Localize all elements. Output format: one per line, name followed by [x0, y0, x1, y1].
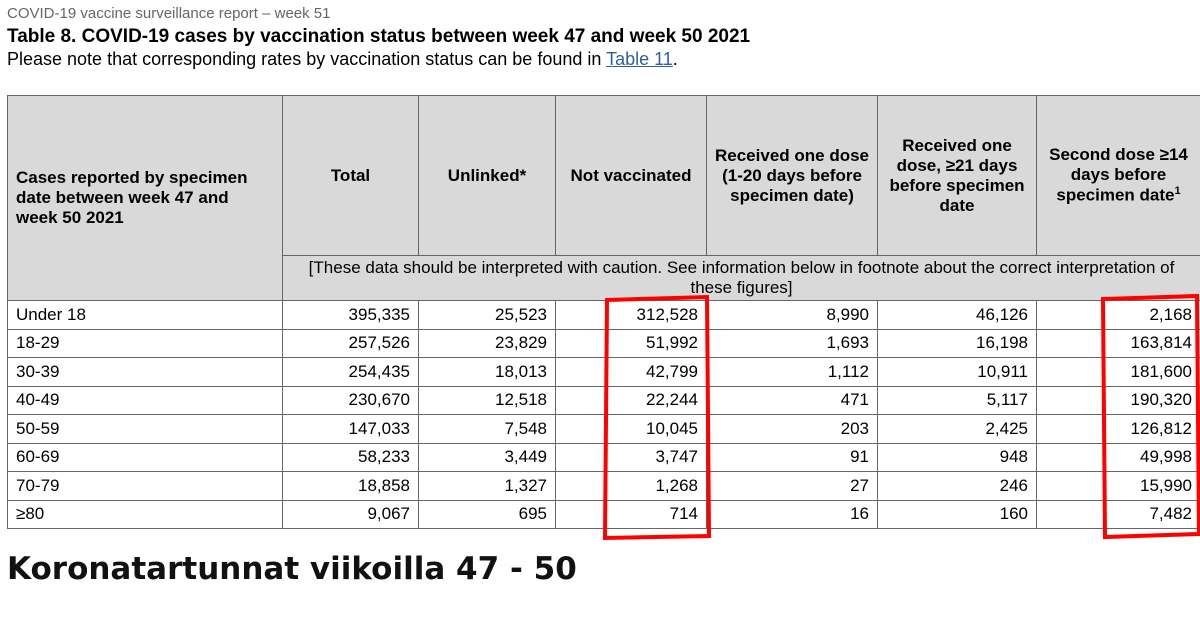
row-label: 50-59 — [7, 414, 283, 444]
cell-value: 163,814 — [1036, 328, 1200, 358]
cell-value: 948 — [877, 442, 1037, 472]
cell-value: 1,327 — [418, 471, 556, 501]
cell-value: 25,523 — [418, 300, 556, 330]
cell-value: 5,117 — [877, 385, 1037, 415]
cell-value: 12,518 — [418, 385, 556, 415]
cell-value: 254,435 — [282, 357, 419, 387]
data-row: 18-29 257,526 23,829 51,992 1,693 16,198 163,8… — [7, 328, 1200, 358]
data-row: 40-49 230,670 12,518 22,244 471 5,117 190,320 — [7, 385, 1200, 415]
cell-value: 3,747 — [555, 442, 707, 472]
note-text: Please note that corresponding rates by … — [7, 49, 607, 69]
cell-value: 42,799 — [555, 357, 707, 387]
column-header: Second dose ≥14 days before specimen dat… — [1036, 95, 1200, 256]
cell-value: 160 — [877, 499, 1037, 529]
cell-value: 203 — [706, 414, 878, 444]
cell-value: 9,067 — [282, 499, 419, 529]
row-label: 70-79 — [7, 471, 283, 501]
cell-value: 181,600 — [1036, 357, 1200, 387]
column-header: Received one dose (1-20 days before spec… — [706, 95, 878, 256]
data-row: ≥80 9,067 695 714 16 160 7,482 — [7, 499, 1200, 529]
caution-note: [These data should be interpreted with c… — [282, 255, 1200, 301]
cell-value: 257,526 — [282, 328, 419, 358]
cell-value: 58,233 — [282, 442, 419, 472]
cell-value: 51,992 — [555, 328, 707, 358]
cell-value: 10,911 — [877, 357, 1037, 387]
cell-value: 23,829 — [418, 328, 556, 358]
cell-value: 2,425 — [877, 414, 1037, 444]
cases-table: Cases reported by specimen date between … — [7, 95, 1200, 529]
cell-value: 190,320 — [1036, 385, 1200, 415]
data-row: 30-39 254,435 18,013 42,799 1,112 10,911 181,6… — [7, 357, 1200, 387]
data-row: 50-59 147,033 7,548 10,045 203 2,425 126,812 — [7, 414, 1200, 444]
cell-value: 471 — [706, 385, 878, 415]
cell-value: 246 — [877, 471, 1037, 501]
note: Please note that corresponding rates by … — [7, 49, 678, 70]
cell-value: 91 — [706, 442, 878, 472]
table-head: Cases reported by specimen date between … — [7, 95, 1200, 301]
cell-value: 46,126 — [877, 300, 1037, 330]
cell-value: 3,449 — [418, 442, 556, 472]
caution-row: [These data should be interpreted with c… — [8, 255, 1200, 301]
data-row: 70-79 18,858 1,327 1,268 27 246 15,990 — [7, 471, 1200, 501]
footnote-mark: 1 — [1174, 185, 1181, 198]
cell-value: 695 — [418, 499, 556, 529]
row-label: 40-49 — [7, 385, 283, 415]
cell-value: 22,244 — [555, 385, 707, 415]
cell-value: 714 — [555, 499, 707, 529]
cell-value: 1,268 — [555, 471, 707, 501]
cell-value: 16,198 — [877, 328, 1037, 358]
cell-value: 2,168 — [1036, 300, 1200, 330]
report-label: COVID-19 vaccine surveillance report – w… — [7, 5, 331, 22]
header-row: Cases reported by specimen date between … — [7, 95, 1200, 301]
data-row: Under 18 395,335 25,523 312,528 8,990 46,126 2… — [7, 300, 1200, 330]
note-end: . — [672, 49, 678, 69]
cell-value: 7,548 — [418, 414, 556, 444]
cell-value: 126,812 — [1036, 414, 1200, 444]
column-header: Not vaccinated — [555, 95, 707, 256]
row-label: 60-69 — [7, 442, 283, 472]
column-header: Cases reported by specimen date between … — [7, 95, 283, 301]
cell-value: 49,998 — [1036, 442, 1200, 472]
cell-value: 7,482 — [1036, 499, 1200, 529]
cell-value: 10,045 — [555, 414, 707, 444]
column-header: Unlinked* — [418, 95, 556, 256]
cell-value: 18,858 — [282, 471, 419, 501]
table-body: Under 18 395,335 25,523 312,528 8,990 46,126 2… — [7, 300, 1200, 529]
data-row: 60-69 58,233 3,449 3,747 91 948 49,998 — [7, 442, 1200, 472]
cell-value: 8,990 — [706, 300, 878, 330]
cell-value: 1,693 — [706, 328, 878, 358]
row-label: 30-39 — [7, 357, 283, 387]
cell-value: 16 — [706, 499, 878, 529]
row-label: 18-29 — [7, 328, 283, 358]
cell-value: 312,528 — [555, 300, 707, 330]
cell-value: 27 — [706, 471, 878, 501]
cell-value: 147,033 — [282, 414, 419, 444]
row-label: ≥80 — [7, 499, 283, 529]
cell-value: 230,670 — [282, 385, 419, 415]
cell-value: 395,335 — [282, 300, 419, 330]
caption: Koronatartunnat viikoilla 47 - 50 — [7, 551, 577, 587]
row-label: Under 18 — [7, 300, 283, 330]
cell-value: 18,013 — [418, 357, 556, 387]
table-title: Table 8. COVID-19 cases by vaccination s… — [7, 26, 751, 47]
column-header: Total — [282, 95, 419, 256]
cell-value: 15,990 — [1036, 471, 1200, 501]
column-header: Received one dose, ≥21 days before speci… — [877, 95, 1037, 256]
table-link[interactable]: Table 11 — [606, 49, 673, 69]
cell-value: 1,112 — [706, 357, 878, 387]
